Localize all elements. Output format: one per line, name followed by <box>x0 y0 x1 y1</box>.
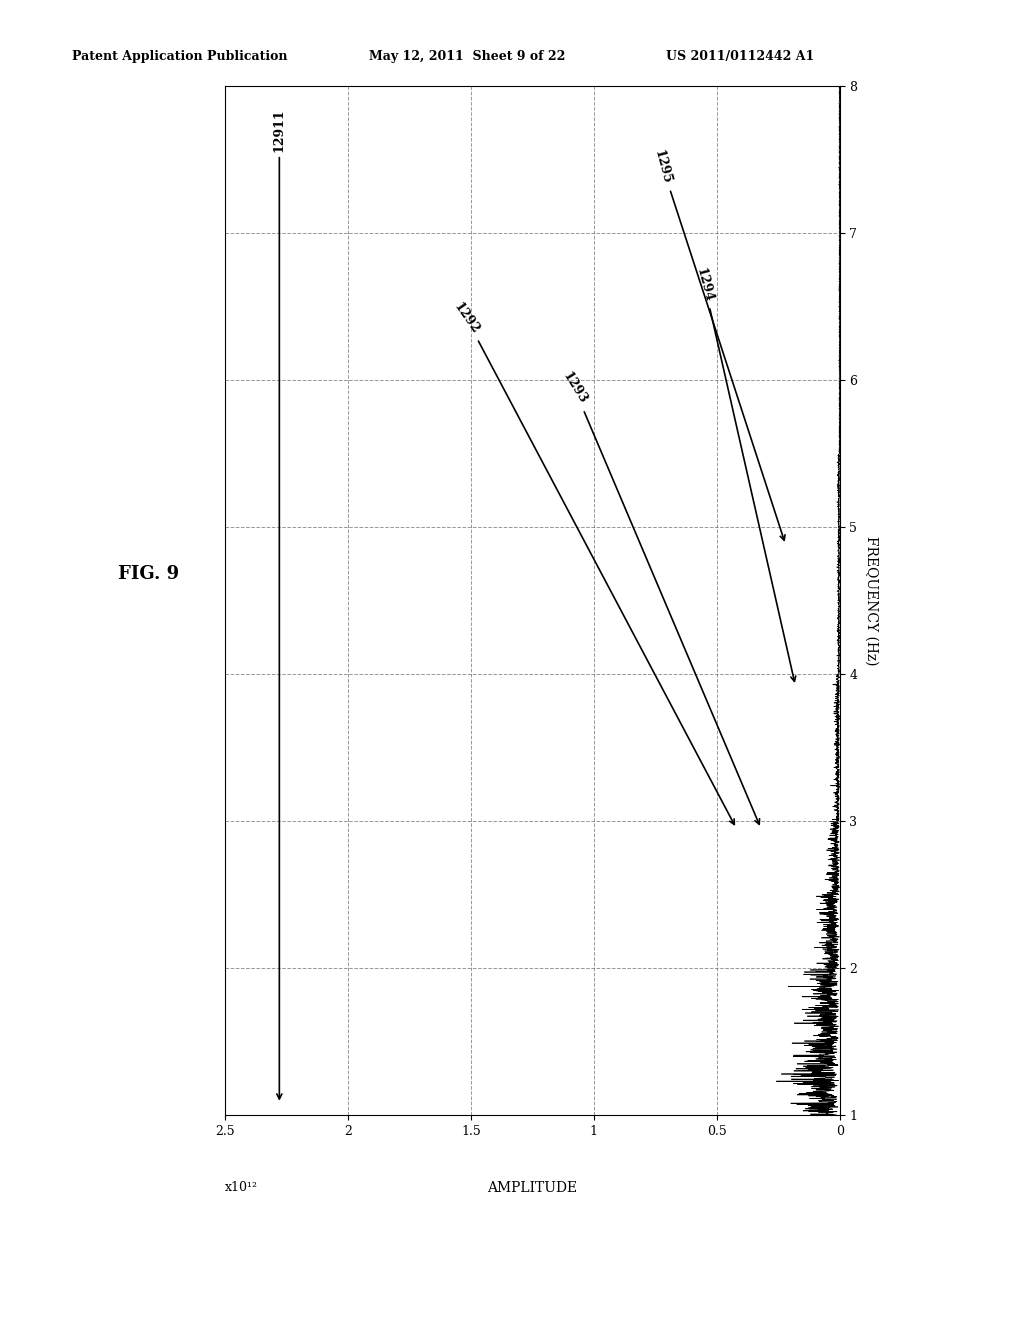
Text: May 12, 2011  Sheet 9 of 22: May 12, 2011 Sheet 9 of 22 <box>369 50 565 63</box>
Y-axis label: FREQUENCY (Hz): FREQUENCY (Hz) <box>864 536 879 665</box>
Text: AMPLITUDE: AMPLITUDE <box>487 1181 578 1196</box>
Text: US 2011/0112442 A1: US 2011/0112442 A1 <box>666 50 814 63</box>
Text: x10¹²: x10¹² <box>225 1181 258 1195</box>
Text: 1293: 1293 <box>559 370 760 824</box>
Text: 1292: 1292 <box>451 300 734 825</box>
Text: 1295: 1295 <box>652 149 785 540</box>
Text: FIG. 9: FIG. 9 <box>118 565 179 583</box>
Text: 1294: 1294 <box>693 267 796 681</box>
Text: 12911: 12911 <box>272 108 286 1100</box>
Text: Patent Application Publication: Patent Application Publication <box>72 50 287 63</box>
